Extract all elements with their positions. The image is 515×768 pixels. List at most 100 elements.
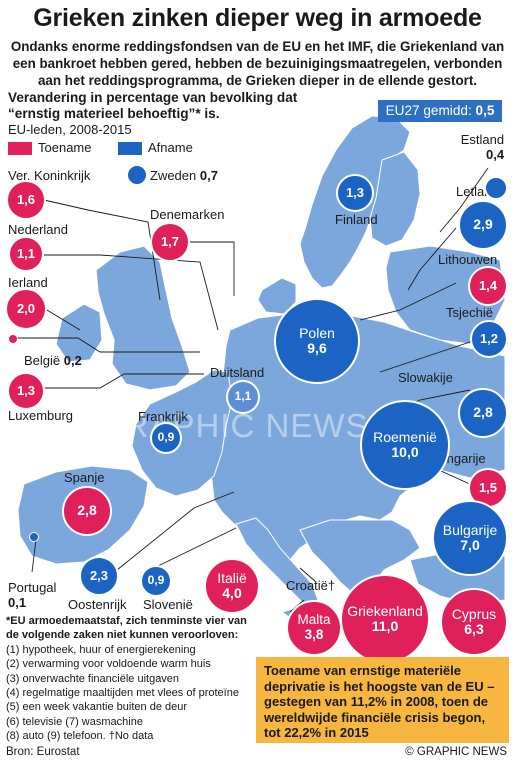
chart-subheading: Verandering in percentage van bevolking …	[8, 90, 298, 121]
footnote-item: (8) auto (9) telefoon. †No data	[6, 730, 154, 743]
label-de: Duitsland	[210, 365, 265, 380]
label-hr: Croatië†	[286, 578, 336, 593]
legend-decrease-swatch	[118, 142, 142, 155]
bubble-ie: 2,0	[5, 288, 47, 330]
leader-ee	[439, 167, 489, 233]
label-pt-value: 0,1	[8, 595, 27, 610]
legend-decrease-label: Afname	[148, 140, 193, 155]
leader-dk	[190, 241, 235, 296]
chart-period: EU-leden, 2008-2015	[8, 122, 132, 137]
bubble-nl: 1,1	[8, 236, 44, 272]
bubble-it-name: Italië	[217, 569, 247, 586]
label-ee-name: Estland	[460, 132, 505, 147]
source-note: Bron: Eurostat	[6, 746, 80, 758]
bubble-cy: Cyprus 6,3	[440, 588, 508, 656]
leader-at	[111, 491, 235, 575]
intro-text: Ondanks enorme reddingsfondsen van de EU…	[10, 39, 505, 88]
leader-cz	[379, 339, 477, 373]
bubble-bg-name: Bulgarije	[442, 521, 498, 538]
label-se: Zweden 0,7	[150, 168, 218, 183]
bubble-ee	[484, 176, 508, 200]
balkans-shape	[299, 519, 421, 597]
label-sk: Slowakije	[398, 370, 453, 385]
credit-note: © GRAPHIC NEWS	[405, 746, 507, 758]
bubble-uk: 1,6	[6, 180, 46, 220]
label-uk: Ver. Koninkrijk	[8, 168, 91, 183]
bubble-gr-name: Griekenland	[347, 602, 423, 619]
ireland-island-shape	[55, 303, 103, 363]
bubble-lt: 1,4	[468, 266, 508, 306]
label-ie: Ierland	[8, 275, 48, 290]
bubble-sk: 2,8	[458, 388, 508, 438]
legend-increase-swatch	[8, 142, 32, 155]
bubble-bg-value: 7,0	[460, 537, 480, 553]
bubble-bg: Bulgarije 7,0	[432, 500, 508, 576]
bubble-pt	[29, 532, 39, 542]
bubble-si: 0,9	[140, 565, 172, 597]
bubble-pl: Polen 9,6	[274, 298, 360, 384]
label-se-value: 0,7	[199, 168, 218, 183]
bubble-ro-value: 10,0	[391, 444, 419, 460]
bubble-lv: 2,9	[458, 200, 508, 250]
bubble-pl-value: 9,6	[307, 340, 327, 356]
eu-average-label: EU27 gemidd:	[385, 103, 472, 118]
label-es: Spanje	[64, 470, 105, 485]
leader-pt	[31, 539, 37, 573]
label-fr: Frankrijk	[138, 409, 188, 424]
bubble-mt: Malta 3,8	[286, 600, 342, 656]
label-cz: Tsjechië	[446, 305, 493, 320]
footnote-item: (6) televisie (7) wasmachine	[6, 715, 143, 728]
footnote-item: (4) regelmatige maaltijden met vlees of …	[6, 687, 239, 700]
bubble-be	[8, 334, 18, 344]
eu-average-badge: EU27 gemidd: 0,5	[378, 100, 502, 122]
finland-shape	[369, 151, 421, 247]
leader-uk	[43, 199, 161, 301]
footnote-item: (1) hypotheek, huur of energierekening	[6, 643, 196, 656]
label-at: Oostenrijk	[68, 597, 127, 612]
label-pt: Portugal 0,1	[8, 580, 56, 610]
bubble-cy-value: 6,3	[464, 621, 484, 637]
page-title: Grieken zinken dieper weg in armoede	[33, 4, 482, 32]
bubble-it: Italië 4,0	[204, 558, 260, 614]
greece-callout: Toename van ernstige materiële deprivati…	[256, 657, 509, 743]
leader-nl	[42, 254, 219, 331]
bubble-mt-name: Malta	[297, 612, 331, 628]
leader-lu	[42, 373, 204, 389]
bubble-es: 2,8	[62, 486, 112, 536]
footnote-item: (2) verwarming voor voldoende warm huis	[6, 658, 211, 671]
bubble-lu: 1,3	[7, 372, 45, 410]
leader-be	[14, 337, 200, 353]
label-fi: Finland	[335, 212, 378, 227]
leader-lt	[359, 282, 457, 321]
bubble-se	[126, 164, 148, 186]
label-be-name: België	[24, 353, 61, 368]
bubble-ro-name: Roemenië	[373, 428, 437, 445]
bubble-fr: 0,9	[150, 422, 182, 454]
watermark: GRAPHIC NEWS	[98, 407, 369, 444]
leader-hr	[299, 567, 317, 583]
label-ee: Estland 0,4	[456, 132, 504, 162]
bubble-cz: 1,2	[470, 320, 508, 358]
label-se-name: Zweden	[150, 168, 197, 183]
bubble-dk: 1,7	[150, 222, 190, 262]
bubble-gr-value: 11,0	[371, 618, 399, 634]
bubble-it-value: 4,0	[222, 585, 242, 601]
label-ee-value: 0,4	[486, 147, 505, 162]
bubble-at: 2,3	[79, 556, 119, 596]
bubble-fi: 1,3	[336, 174, 374, 212]
bubble-de: 1,1	[226, 380, 260, 414]
leader-si	[157, 527, 237, 567]
footnote: *EU armoedemaatstaf, zich tenminste vier…	[6, 614, 261, 744]
label-be-value: 0,2	[63, 353, 82, 368]
footnote-item: (5) een week vakantie buiten de deur	[6, 701, 188, 714]
label-dk: Denemarken	[150, 207, 225, 222]
bubble-ro: Roemenië 10,0	[360, 400, 450, 490]
label-si: Slovenië	[143, 597, 193, 612]
label-be: België 0,2	[24, 353, 82, 368]
eu-average-value: 0,5	[475, 103, 495, 118]
great-britain-shape	[95, 245, 191, 391]
bubble-pl-name: Polen	[299, 324, 335, 341]
bubble-cy-name: Cyprus	[451, 605, 497, 622]
